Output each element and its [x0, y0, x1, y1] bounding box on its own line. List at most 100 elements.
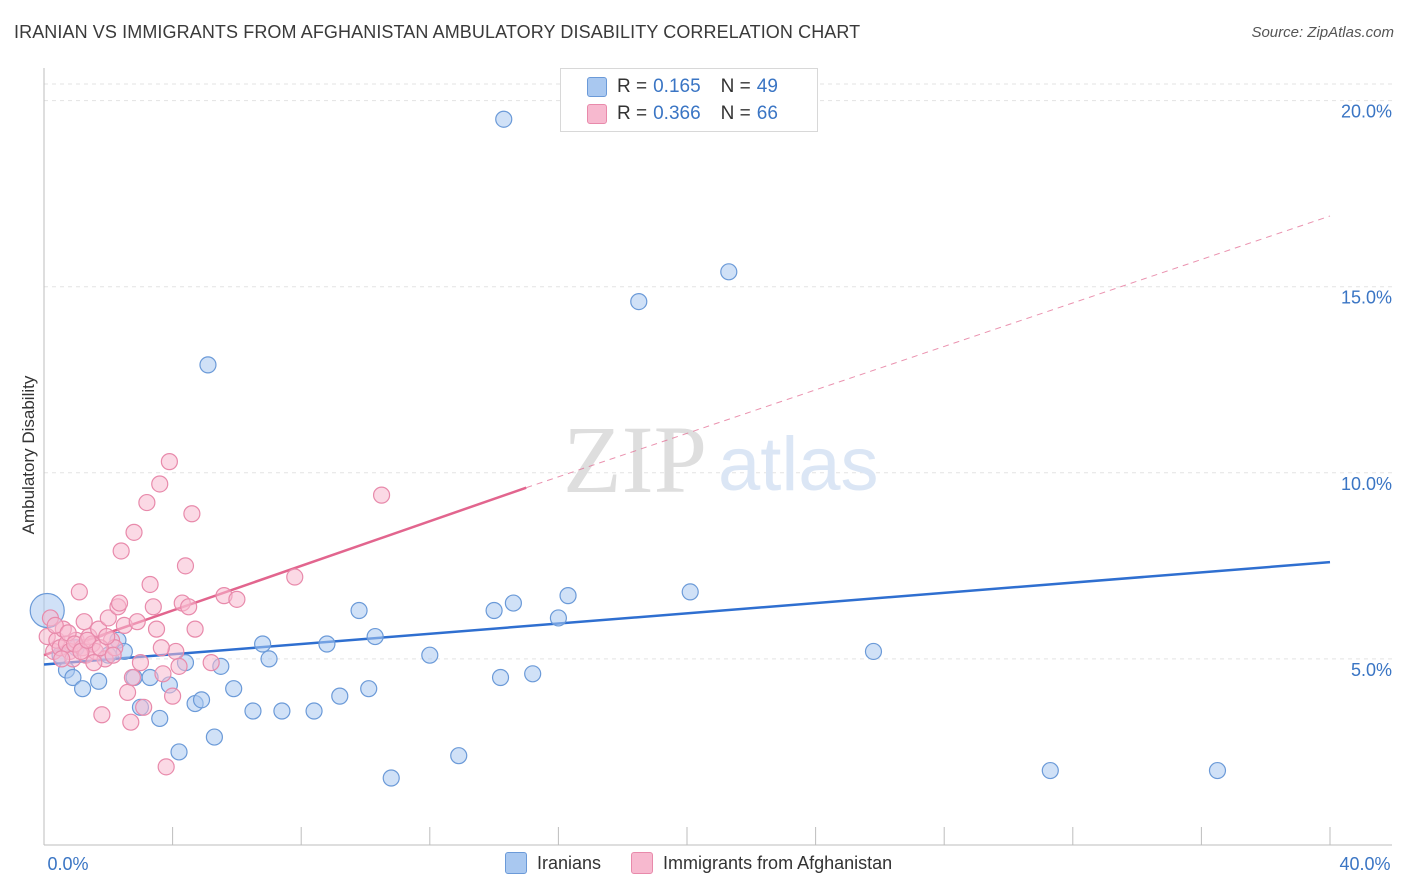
point-iranians — [382, 769, 400, 787]
point-afghanistan — [104, 646, 122, 664]
point-afghanistan — [228, 590, 246, 608]
point-iranians — [495, 110, 513, 128]
point-afghanistan — [125, 523, 143, 541]
point-afghanistan — [180, 598, 198, 616]
y-tick-label: 15.0% — [1341, 288, 1392, 308]
stats-legend: R = 0.165 N = 49 R = 0.366 N = 66 — [560, 68, 818, 132]
point-iranians — [504, 594, 522, 612]
point-afghanistan — [135, 698, 153, 716]
legend-item-afghanistan[interactable]: Immigrants from Afghanistan — [631, 852, 892, 874]
point-iranians — [421, 646, 439, 664]
point-iranians — [864, 642, 883, 661]
data-points — [29, 110, 1227, 787]
point-afghanistan — [78, 631, 97, 649]
point-afghanistan — [141, 575, 159, 594]
legend-r-label: R = — [617, 103, 648, 124]
legend-row-afghanistan: R = 0.366 N = 66 — [587, 102, 778, 126]
legend-label-iranians: Iranians — [537, 852, 602, 873]
point-iranians — [318, 635, 336, 653]
point-afghanistan — [147, 620, 166, 638]
point-iranians — [1041, 761, 1059, 780]
trend-line-extension — [526, 215, 1331, 489]
point-iranians — [360, 680, 378, 698]
y-axis-label: Ambulatory Disability — [19, 375, 38, 534]
legend-row-iranians: R = 0.165 N = 49 — [587, 75, 778, 99]
point-afghanistan — [112, 542, 130, 560]
legend-swatch-afghanistan — [587, 104, 607, 124]
point-afghanistan — [131, 654, 150, 672]
point-afghanistan — [99, 609, 117, 627]
point-afghanistan — [152, 639, 170, 657]
point-afghanistan — [176, 557, 195, 575]
point-afghanistan — [123, 668, 142, 687]
legend-item-iranians[interactable]: Iranians — [505, 852, 601, 874]
point-afghanistan — [93, 706, 111, 724]
point-afghanistan — [122, 713, 140, 731]
point-iranians — [90, 672, 108, 690]
point-iranians — [273, 702, 291, 720]
point-afghanistan — [167, 642, 185, 661]
point-afghanistan — [186, 620, 204, 638]
source-label: Source: ZipAtlas.com — [1251, 24, 1394, 41]
point-iranians — [350, 601, 368, 620]
x-tick-label-min: 0.0% — [47, 854, 88, 874]
point-iranians — [192, 691, 211, 709]
point-afghanistan — [138, 493, 156, 512]
y-tick-label: 20.0% — [1341, 102, 1392, 122]
watermark-atlas: atlas — [718, 422, 879, 507]
point-iranians — [260, 650, 278, 668]
point-afghanistan — [118, 683, 137, 702]
series-legend: Iranians Immigrants from Afghanistan — [505, 852, 922, 874]
legend-n-value: 66 — [756, 103, 778, 124]
point-afghanistan — [157, 758, 175, 776]
point-iranians — [305, 702, 323, 720]
point-afghanistan — [75, 613, 93, 631]
point-iranians — [73, 680, 92, 698]
point-iranians — [630, 292, 648, 311]
point-iranians — [170, 743, 188, 761]
point-iranians — [491, 668, 510, 687]
point-iranians — [244, 702, 262, 720]
point-iranians — [205, 728, 223, 746]
legend-swatch-iranians — [587, 77, 607, 97]
axes — [43, 68, 1392, 846]
legend-swatch-afghanistan — [631, 852, 654, 874]
point-afghanistan — [202, 654, 220, 672]
point-iranians — [64, 668, 82, 687]
point-afghanistan — [183, 505, 201, 523]
legend-label-afghanistan: Immigrants from Afghanistan — [663, 852, 893, 873]
point-afghanistan — [286, 568, 304, 586]
point-afghanistan — [151, 475, 169, 493]
trend-line-afghanistan — [43, 486, 527, 657]
legend-n-label: N = — [720, 103, 751, 124]
watermark-zip: ZIP — [563, 406, 707, 513]
y-tick-labels: 5.0% 10.0% 15.0% 20.0% — [1341, 102, 1392, 680]
point-iranians — [549, 609, 568, 627]
point-iranians — [151, 709, 169, 728]
legend-swatch-iranians — [505, 852, 527, 874]
point-afghanistan — [98, 627, 116, 646]
legend-r-value: 0.165 — [653, 76, 701, 97]
point-iranians — [524, 665, 542, 683]
legend-n-label: N = — [720, 76, 751, 97]
y-tick-label: 10.0% — [1341, 474, 1392, 494]
point-afghanistan — [46, 616, 64, 635]
point-iranians — [331, 687, 349, 705]
point-iranians — [485, 601, 503, 620]
point-afghanistan — [70, 583, 88, 601]
point-afghanistan — [372, 486, 391, 504]
point-iranians — [450, 747, 468, 765]
point-iranians — [254, 635, 272, 653]
point-iranians — [366, 627, 384, 646]
point-afghanistan — [85, 654, 103, 672]
point-afghanistan — [128, 613, 146, 631]
point-iranians — [681, 583, 699, 601]
legend-r-label: R = — [617, 76, 648, 97]
point-afghanistan — [170, 657, 188, 675]
legend-r-value: 0.366 — [653, 103, 701, 124]
point-iranians — [720, 263, 738, 281]
chart-title: IRANIAN VS IMMIGRANTS FROM AFGHANISTAN A… — [14, 22, 861, 42]
point-afghanistan — [53, 650, 71, 668]
x-tick-label-max: 40.0% — [1339, 854, 1390, 874]
